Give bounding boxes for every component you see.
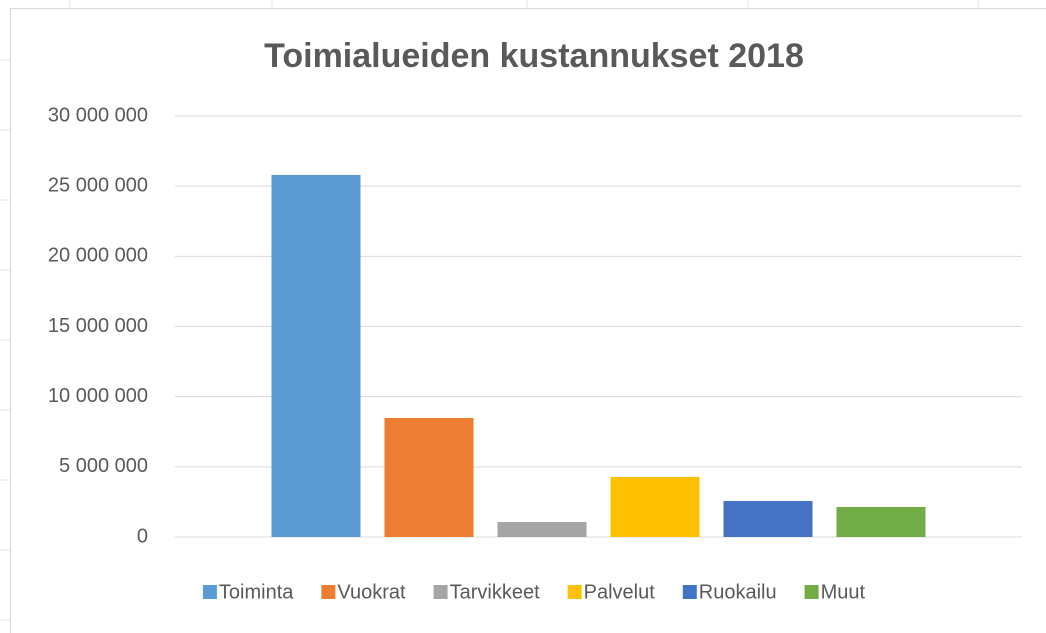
bar bbox=[836, 506, 926, 537]
bar bbox=[384, 417, 474, 537]
legend-swatch bbox=[567, 585, 582, 599]
y-tick-label: 0 bbox=[137, 525, 148, 547]
legend-swatch bbox=[804, 585, 819, 599]
legend-label: Vuokrat bbox=[337, 581, 406, 603]
bar bbox=[723, 500, 813, 537]
legend-swatch bbox=[321, 585, 336, 599]
legend-swatch bbox=[433, 585, 448, 599]
legend-swatch bbox=[202, 585, 217, 599]
chart-title: Toimialueiden kustannukset 2018 bbox=[264, 37, 804, 75]
y-tick-label: 30 000 000 bbox=[48, 104, 148, 126]
legend-label: Tarvikkeet bbox=[450, 581, 540, 603]
y-tick-label: 5 000 000 bbox=[59, 455, 148, 477]
legend-label: Ruokailu bbox=[699, 581, 777, 603]
chart-frame bbox=[10, 8, 1046, 633]
bar bbox=[497, 521, 587, 537]
legend-swatch bbox=[682, 585, 697, 599]
legend-label: Toiminta bbox=[219, 581, 294, 603]
bar bbox=[610, 476, 700, 537]
y-tick-label: 15 000 000 bbox=[48, 315, 148, 337]
y-tick-label: 20 000 000 bbox=[48, 245, 148, 267]
legend-label: Muut bbox=[821, 581, 866, 603]
sheet-background bbox=[0, 0, 979, 621]
y-tick-label: 25 000 000 bbox=[48, 174, 148, 196]
legend-label: Palvelut bbox=[584, 581, 656, 603]
bar bbox=[271, 174, 361, 537]
y-tick-label: 10 000 000 bbox=[48, 385, 148, 407]
